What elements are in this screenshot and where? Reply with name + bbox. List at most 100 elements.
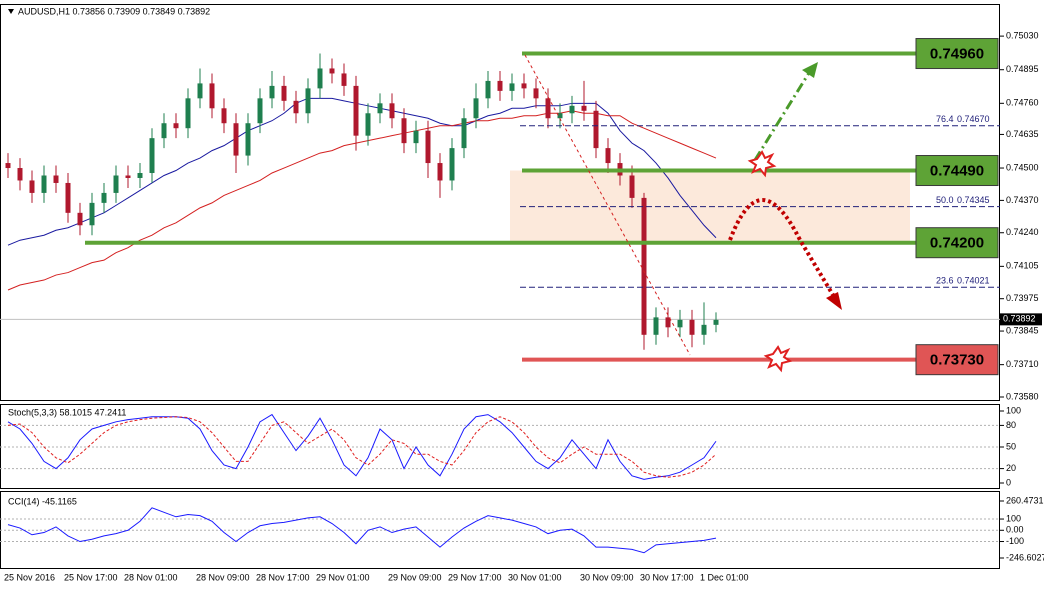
x-tick-label: 1 Dec 01:00 bbox=[700, 572, 749, 582]
current-price-box bbox=[1000, 313, 1042, 326]
y-tick-label: 0.74895 bbox=[1006, 64, 1039, 74]
up-arrow-head bbox=[802, 62, 818, 78]
fib-level: 50.0 bbox=[936, 195, 954, 205]
x-tick-label: 30 Nov 01:00 bbox=[508, 572, 562, 582]
level-label: 0.74200 bbox=[930, 235, 984, 252]
x-tick-label: 28 Nov 09:00 bbox=[196, 572, 250, 582]
x-tick-label: 30 Nov 09:00 bbox=[580, 572, 634, 582]
candle-body bbox=[701, 324, 707, 335]
candle-body bbox=[581, 105, 587, 111]
candle-body bbox=[485, 80, 491, 99]
indicator-line bbox=[7, 507, 717, 554]
candle-body bbox=[77, 212, 83, 226]
candle-body bbox=[389, 103, 395, 119]
level-label: 0.73730 bbox=[930, 352, 984, 369]
candle-body bbox=[317, 68, 323, 89]
level-box bbox=[915, 155, 999, 187]
down-arrow-head bbox=[826, 292, 842, 310]
y-tick-label: -246.6027 bbox=[1006, 552, 1044, 562]
candle-body bbox=[365, 113, 371, 136]
candle-body bbox=[257, 98, 263, 124]
indicator-line bbox=[7, 413, 717, 480]
candle-body bbox=[569, 105, 575, 114]
fib-price: 0.74021 bbox=[957, 276, 990, 286]
y-tick-label: 0.73710 bbox=[1006, 359, 1039, 369]
x-tick-label: 29 Nov 09:00 bbox=[388, 572, 442, 582]
candle-body bbox=[161, 123, 167, 139]
candle-body bbox=[677, 319, 683, 328]
candle-body bbox=[593, 110, 599, 149]
candle-body bbox=[101, 192, 107, 203]
candle-body bbox=[425, 130, 431, 164]
candle-body bbox=[305, 88, 311, 114]
y-tick-label: 100 bbox=[1006, 513, 1021, 523]
candle-body bbox=[509, 83, 515, 91]
y-tick-label: 260.4731 bbox=[1006, 495, 1044, 505]
x-tick-label: 25 Nov 2016 bbox=[4, 572, 55, 582]
candle-body bbox=[137, 173, 143, 178]
starburst bbox=[747, 150, 777, 178]
candle-body bbox=[29, 180, 35, 193]
x-tick-label: 29 Nov 17:00 bbox=[448, 572, 502, 582]
y-tick-label: 0.75030 bbox=[1006, 30, 1039, 40]
candle-body bbox=[557, 113, 563, 119]
y-tick-label: 20 bbox=[1006, 463, 1016, 473]
candle-body bbox=[377, 103, 383, 114]
y-tick-label: -100 bbox=[1006, 536, 1024, 546]
candle-body bbox=[53, 175, 59, 183]
candle-body bbox=[461, 118, 467, 149]
y-tick-label: 0.74370 bbox=[1006, 195, 1039, 205]
candle-body bbox=[665, 317, 671, 328]
x-tick-label: 28 Nov 01:00 bbox=[124, 572, 178, 582]
y-tick-label: 0.74105 bbox=[1006, 261, 1039, 271]
cci-title: CCI(14) -45.1165 bbox=[8, 496, 77, 506]
candle-body bbox=[185, 98, 191, 129]
level-label: 0.74490 bbox=[930, 162, 984, 179]
fib-level: 23.6 bbox=[936, 276, 954, 286]
candle-body bbox=[449, 148, 455, 181]
candle-body bbox=[629, 175, 635, 198]
candle-body bbox=[473, 98, 479, 119]
candle-body bbox=[689, 319, 695, 335]
candle-body bbox=[713, 319, 719, 325]
y-tick-label: 0.73845 bbox=[1006, 325, 1039, 335]
current-price-label: 0.73892 bbox=[1003, 314, 1036, 324]
menu-triangle bbox=[8, 9, 14, 14]
y-tick-label: 0.74635 bbox=[1006, 129, 1039, 139]
candle-body bbox=[341, 73, 347, 86]
chart-title: AUDUSD,H1 0.73856 0.73909 0.73849 0.7389… bbox=[18, 6, 210, 16]
candle-body bbox=[605, 148, 611, 164]
candle-body bbox=[233, 123, 239, 156]
candle-body bbox=[245, 123, 251, 156]
y-tick-label: 0.74240 bbox=[1006, 227, 1039, 237]
down-arrow bbox=[728, 198, 838, 302]
candle-body bbox=[17, 168, 23, 181]
y-tick-label: 50 bbox=[1006, 441, 1016, 451]
candle-body bbox=[641, 197, 647, 335]
candle-body bbox=[269, 85, 275, 99]
candle-body bbox=[653, 317, 659, 335]
y-tick-label: 0 bbox=[1006, 477, 1011, 487]
candle-body bbox=[497, 80, 503, 91]
candle-body bbox=[221, 108, 227, 124]
candle-body bbox=[197, 83, 203, 99]
candle-body bbox=[329, 68, 335, 74]
candle-body bbox=[521, 83, 527, 89]
y-tick-label: 100 bbox=[1006, 405, 1021, 415]
y-tick-label: 0.00 bbox=[1006, 525, 1024, 535]
main-panel bbox=[0, 4, 1000, 401]
level-box bbox=[915, 227, 999, 259]
candle-body bbox=[281, 85, 287, 101]
y-tick-label: 0.73580 bbox=[1006, 391, 1039, 401]
y-tick-label: 0.73975 bbox=[1006, 293, 1039, 303]
candle-body bbox=[149, 138, 155, 174]
level-box bbox=[915, 344, 999, 376]
x-tick-label: 28 Nov 17:00 bbox=[256, 572, 310, 582]
candle-body bbox=[125, 175, 131, 178]
y-tick-label: 80 bbox=[1006, 420, 1016, 430]
candle-body bbox=[413, 130, 419, 144]
indicator-line bbox=[7, 416, 717, 478]
candle-body bbox=[41, 175, 47, 193]
candle-body bbox=[545, 98, 551, 119]
